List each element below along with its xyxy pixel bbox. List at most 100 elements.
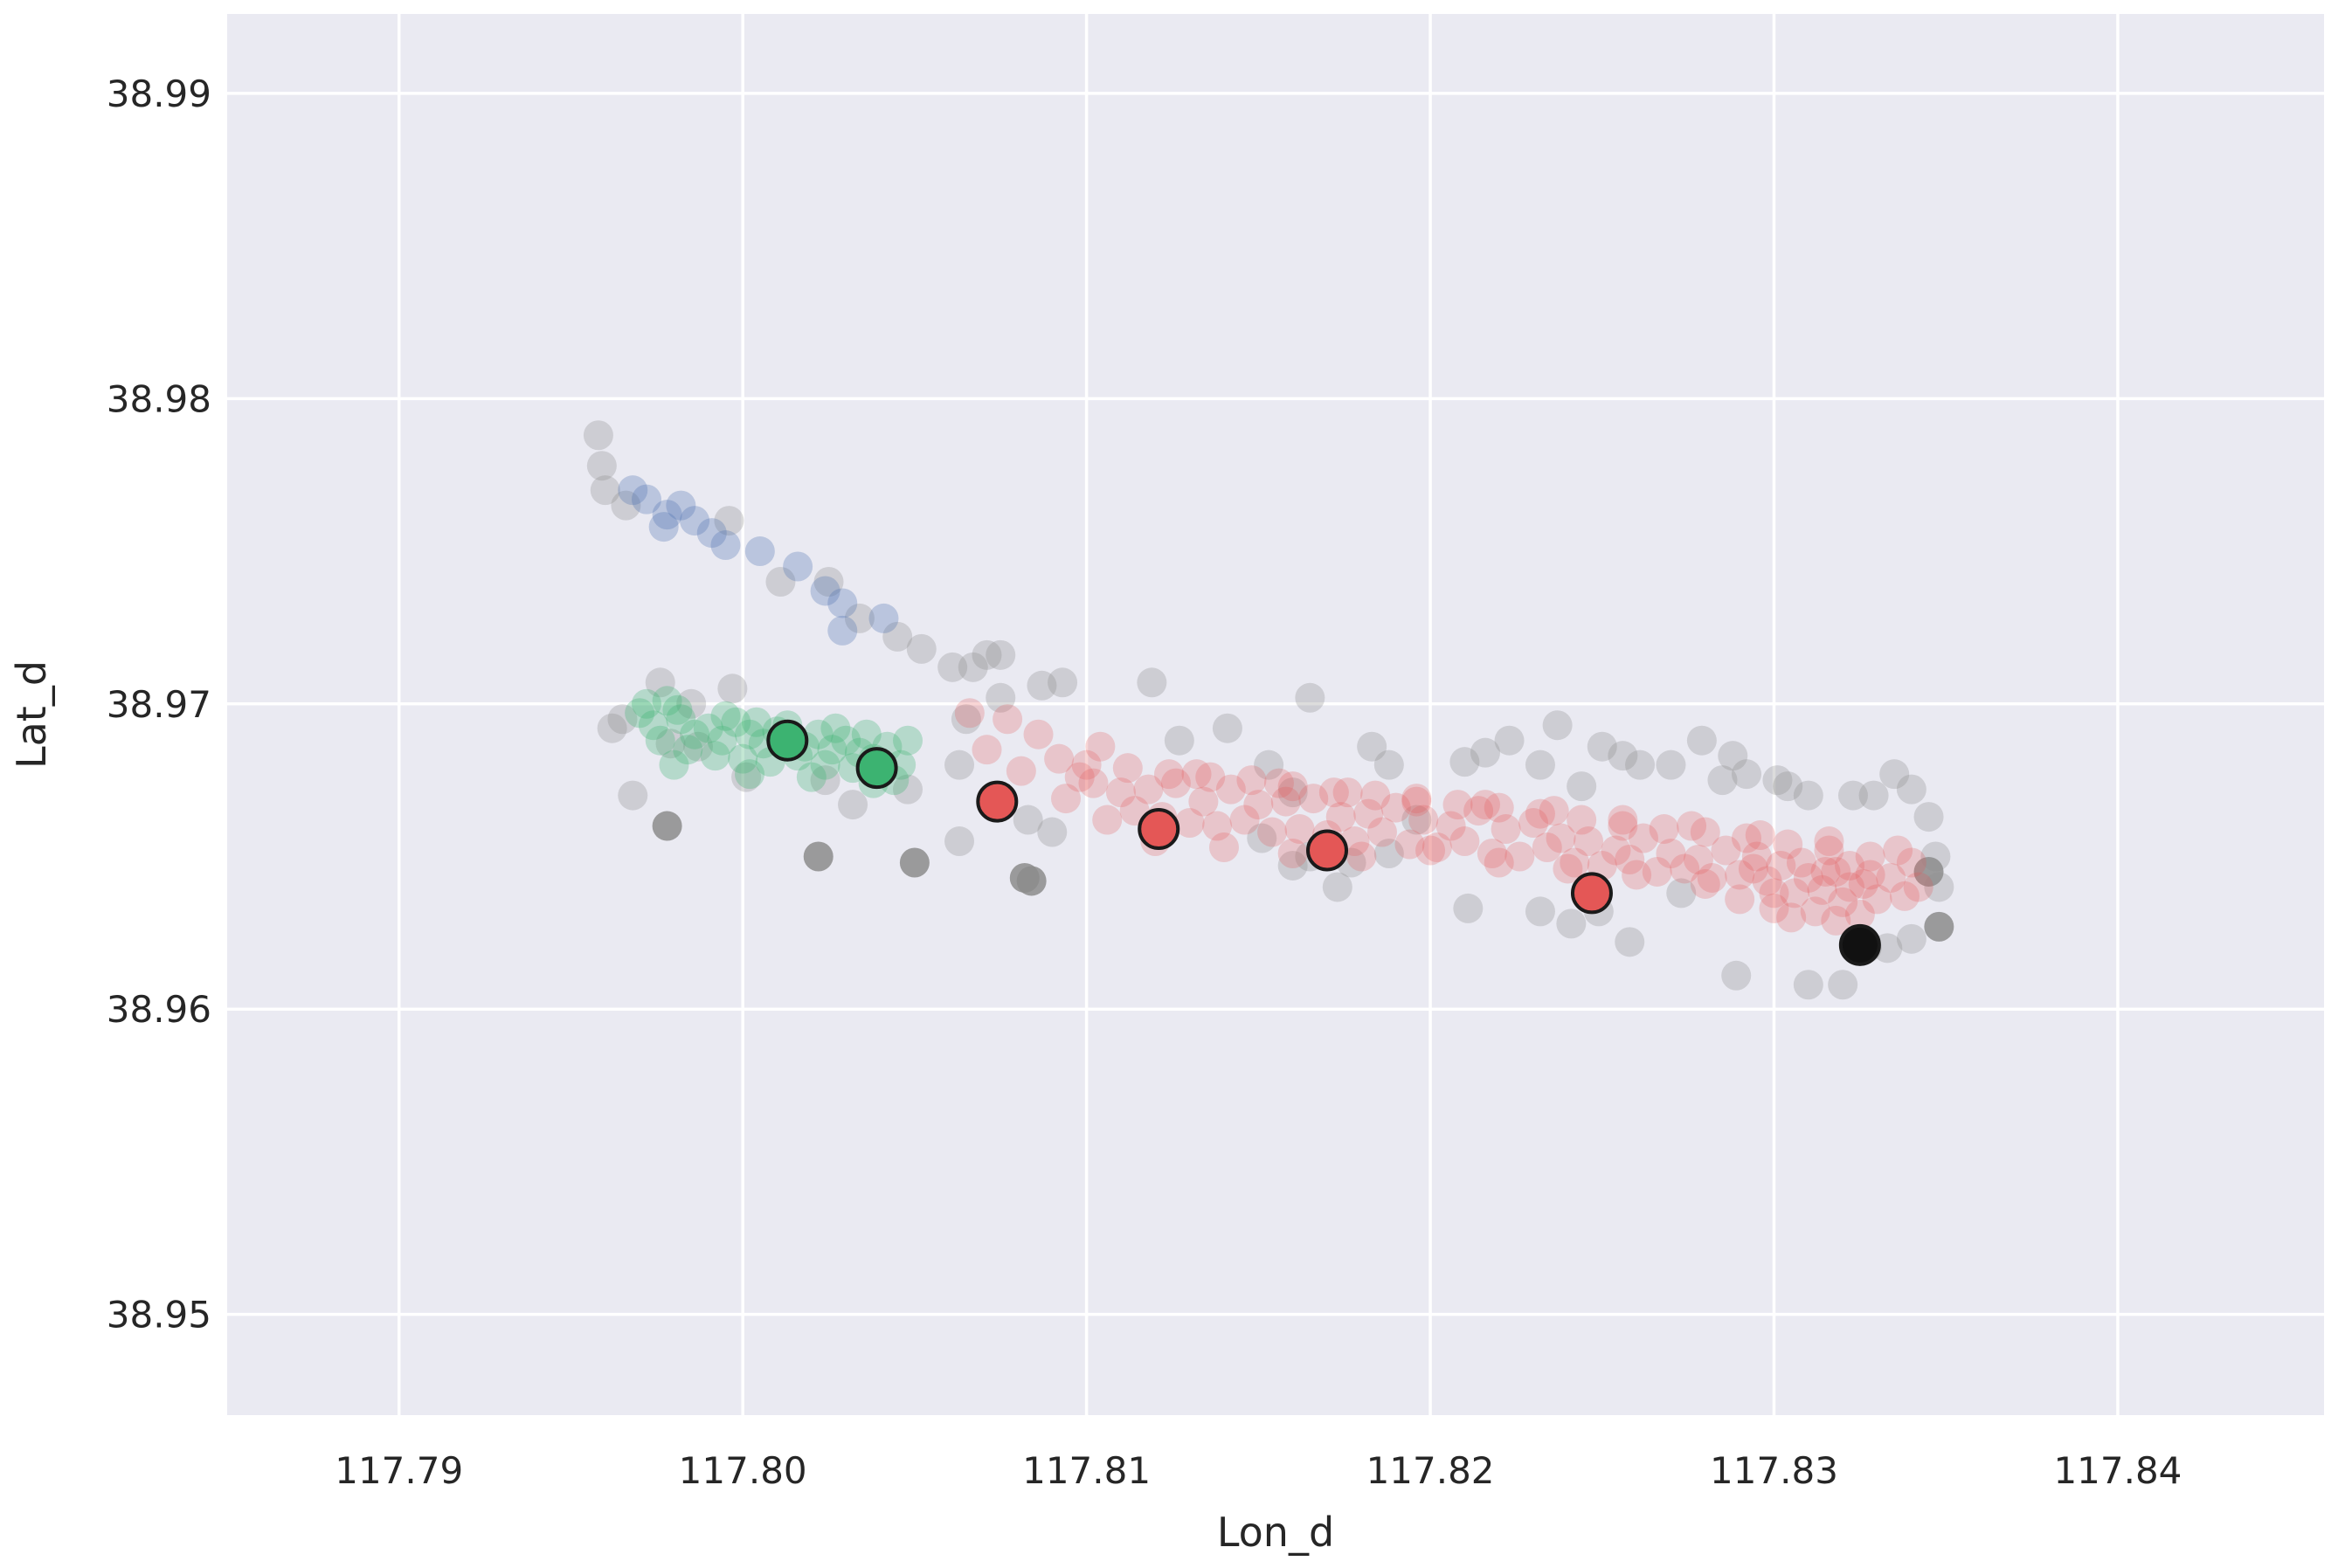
data-point-gray <box>717 673 748 704</box>
data-point-gray <box>1525 749 1555 780</box>
data-point-red <box>1105 777 1136 808</box>
data-point-gray <box>1556 908 1587 939</box>
data-point-red <box>1786 847 1816 878</box>
data-point-blue <box>648 512 679 542</box>
data-point-green <box>693 713 723 743</box>
data-point-red <box>1766 850 1796 881</box>
data-point-red <box>1862 884 1892 915</box>
data-point-blue <box>666 490 696 521</box>
data-point-gray <box>590 475 620 506</box>
data-point-green <box>831 725 861 756</box>
highlight-point-red <box>976 780 1019 823</box>
data-point-red <box>1202 811 1233 841</box>
data-point-gray <box>1254 749 1284 780</box>
data-point-red <box>1477 839 1507 869</box>
data-point-gray <box>1401 805 1432 835</box>
data-point-red <box>1855 841 1885 872</box>
data-point-red <box>1574 826 1604 857</box>
data-point-gray <box>986 639 1016 670</box>
data-point-gray <box>618 780 648 811</box>
data-point-red <box>1284 814 1315 845</box>
data-point-gray <box>1542 710 1573 741</box>
data-point-red <box>1215 774 1246 805</box>
data-point-red <box>1759 878 1789 908</box>
data-point-red <box>1553 853 1583 884</box>
data-point-red <box>1828 887 1858 917</box>
data-point-red <box>1195 762 1226 792</box>
data-point-red <box>1415 835 1446 866</box>
data-point-red <box>1628 823 1658 853</box>
data-points <box>583 420 1954 1000</box>
data-point-green <box>632 688 661 719</box>
data-point-green <box>666 704 696 735</box>
data-point-red <box>1670 853 1700 884</box>
data-point-green <box>803 719 834 749</box>
data-point-gray <box>1666 878 1697 908</box>
data-point-gray <box>1913 802 1944 832</box>
data-point-gray <box>1707 765 1738 796</box>
highlight-point-green <box>855 747 898 790</box>
data-point-red <box>993 704 1023 735</box>
data-point-red <box>1848 868 1878 899</box>
data-point-green <box>810 749 840 780</box>
data-point-red <box>1807 874 1837 905</box>
data-point-red <box>1725 884 1755 915</box>
data-point-red <box>1876 862 1906 893</box>
x-tick-label: 117.83 <box>1710 1449 1838 1492</box>
data-point-gray <box>838 790 868 820</box>
data-point-green <box>851 719 882 749</box>
data-point-red <box>1006 756 1036 786</box>
data-point-red <box>1855 860 1885 890</box>
data-point-red <box>1642 856 1672 887</box>
data-point-red <box>1360 780 1391 811</box>
data-point-green <box>710 701 741 731</box>
data-point-red <box>1745 820 1775 851</box>
y-tick-label: 38.95 <box>107 1294 211 1337</box>
data-point-red <box>1732 823 1762 853</box>
data-point-blue <box>710 530 741 561</box>
data-point-red <box>1078 768 1109 798</box>
data-point-red <box>1484 792 1514 823</box>
data-point-red <box>1188 786 1219 817</box>
data-point-gray <box>1277 850 1308 881</box>
data-point-gray <box>1718 741 1748 771</box>
data-point-gray <box>1656 749 1686 780</box>
data-point-red <box>1394 829 1425 860</box>
data-point-green <box>638 710 668 741</box>
data-point-red <box>1649 814 1679 845</box>
data-point-gray <box>1494 725 1525 756</box>
data-point-green <box>817 735 847 765</box>
highlight-point-green <box>766 719 809 762</box>
data-point-gray <box>937 652 968 682</box>
data-point-gray <box>1837 780 1868 811</box>
data-point-red <box>1759 893 1789 923</box>
data-point-gray <box>1896 774 1926 805</box>
data-point-red <box>1683 844 1713 874</box>
data-point-green <box>673 735 703 765</box>
y-tick-label: 38.97 <box>107 683 211 726</box>
data-point-red <box>1243 790 1274 820</box>
data-point-gray <box>586 451 617 481</box>
data-point-red <box>1504 841 1535 872</box>
data-point-red <box>1615 844 1645 874</box>
data-point-gray <box>1247 823 1277 853</box>
x-tick-label: 117.82 <box>1366 1449 1495 1492</box>
y-tick-label: 38.98 <box>107 377 211 420</box>
data-point-gray <box>1625 749 1656 780</box>
data-point-gray <box>1762 765 1793 796</box>
data-point-gray <box>1773 771 1803 802</box>
data-point-gray <box>1322 872 1352 902</box>
data-point-red <box>1325 802 1356 832</box>
data-point-gray <box>611 490 641 521</box>
data-point-red <box>1257 817 1288 847</box>
data-point-red <box>1023 719 1054 749</box>
data-point-red <box>1690 868 1720 899</box>
data-point-red <box>1752 866 1782 896</box>
data-point-red <box>1085 731 1116 762</box>
data-point-red <box>1449 826 1480 857</box>
data-point-gray <box>1373 749 1404 780</box>
data-point-green <box>662 694 693 725</box>
data-point-red <box>1560 847 1590 878</box>
data-point-red <box>1044 743 1075 774</box>
